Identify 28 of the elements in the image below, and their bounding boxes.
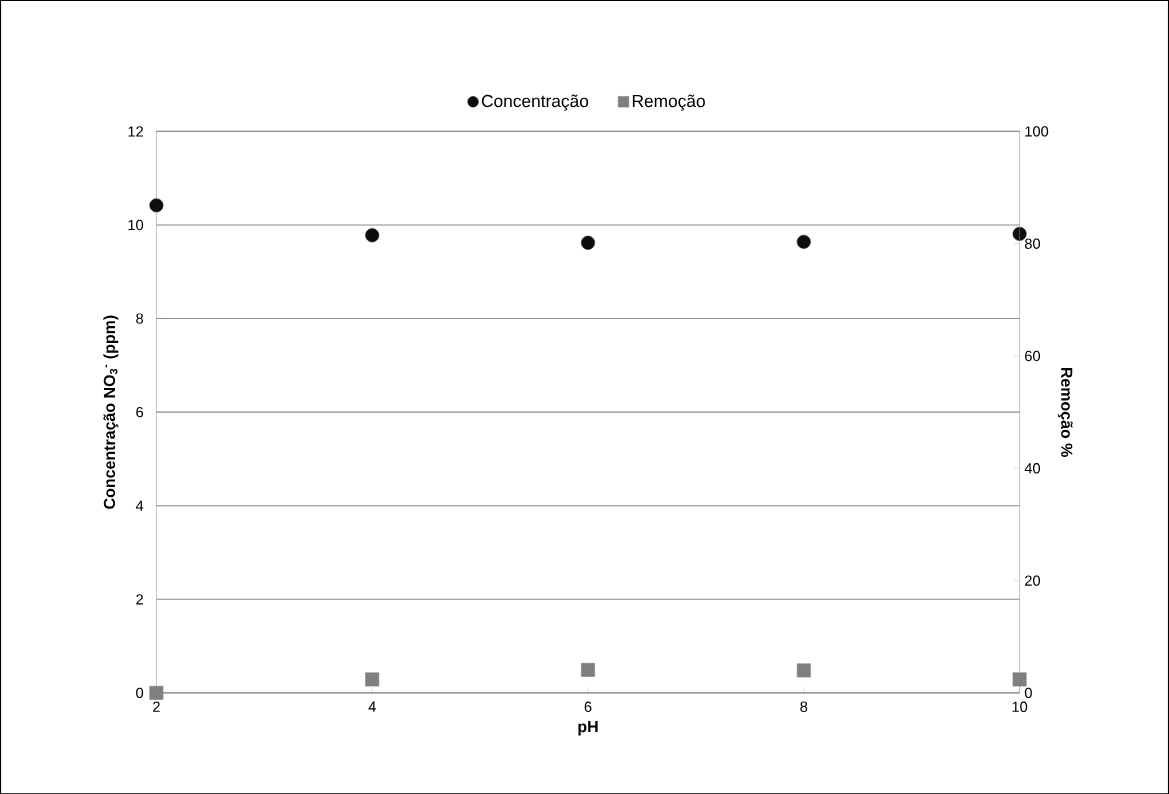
point — [581, 662, 595, 677]
y2-tick-label: 0 — [1024, 687, 1032, 698]
point — [1012, 672, 1027, 687]
y2-tick-label: 40 — [1024, 462, 1041, 474]
point — [796, 663, 811, 678]
x-tick-label: 4 — [368, 701, 376, 712]
x-axis-title: pH — [578, 720, 598, 736]
x-tick-label: 6 — [584, 701, 592, 712]
y2-tick-label: 80 — [1024, 238, 1041, 249]
legend-label: Concentração — [481, 94, 589, 111]
y2-tick-label: 100 — [1025, 126, 1049, 137]
y2-axis-title: Remoção % — [1057, 367, 1073, 457]
x-tick-label: 10 — [1012, 701, 1028, 712]
point — [149, 685, 164, 700]
x-tick-label: 8 — [800, 701, 808, 712]
y-tick-label: 10 — [128, 219, 144, 231]
y2-tick-label: 20 — [1025, 575, 1041, 586]
y-tick-label: 8 — [136, 313, 144, 324]
y-tick-label: 2 — [136, 594, 143, 605]
legend-label: Remoção — [632, 94, 705, 111]
y2-tick-label: 60 — [1025, 350, 1041, 362]
y-tick-label: 4 — [135, 500, 144, 511]
y-axis-title: Concentração NO$_{3}$$^{-}$ (ppm) — [103, 315, 119, 509]
y-tick-label: 6 — [136, 406, 144, 418]
point — [365, 672, 380, 687]
y-tick-label: 0 — [136, 687, 144, 698]
x-tick-label: 2 — [153, 701, 160, 712]
y-tick-label: 12 — [128, 126, 143, 137]
